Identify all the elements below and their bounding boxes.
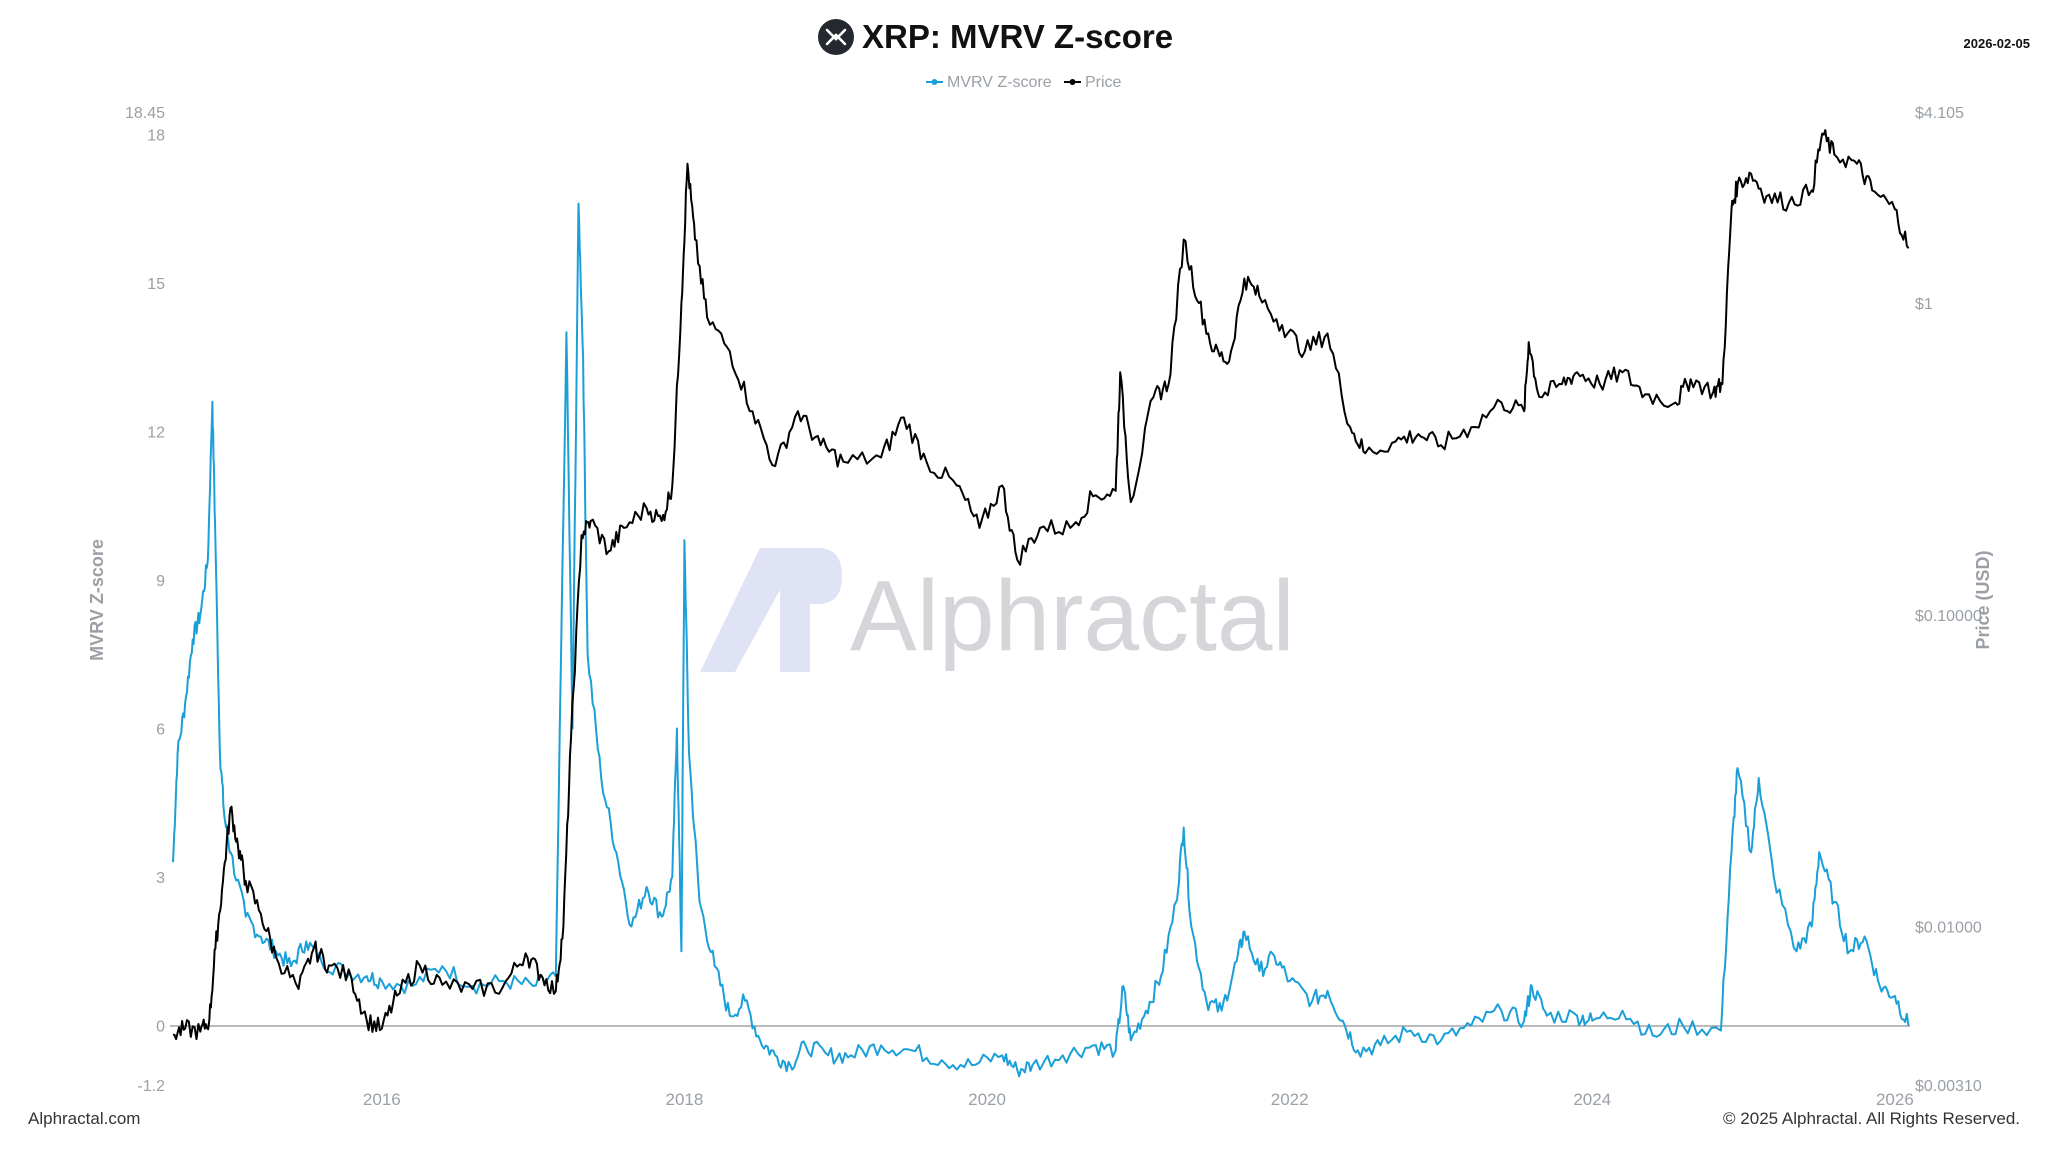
y-left-tick-label: -1.2 — [137, 1078, 165, 1095]
y-left-tick-label: 12 — [147, 424, 165, 441]
legend: MVRV Z-score Price — [926, 74, 1122, 91]
y-right-axis-title: Price (USD) — [1973, 550, 1993, 649]
y-left-tick-label: 6 — [156, 721, 165, 738]
y-right-tick-label: $4.105 — [1915, 105, 1964, 122]
x-tick-label: 2018 — [666, 1090, 704, 1109]
y-left-tick-label: 0 — [156, 1019, 165, 1036]
x-tick-label: 2024 — [1573, 1090, 1611, 1109]
legend-price-label: Price — [1085, 74, 1122, 91]
y-right-axis: $4.105 $1 $0.10000 $0.01000 $0.00310 — [1915, 105, 1982, 1095]
series-group — [172, 129, 1910, 1078]
footer-site: Alphractal.com — [28, 1109, 140, 1128]
watermark-logo-icon — [700, 548, 842, 672]
x-tick-label: 2022 — [1271, 1090, 1309, 1109]
x-tick-label: 2016 — [363, 1090, 401, 1109]
x-axis: 2016 2018 2020 2022 2024 2026 — [363, 1090, 1914, 1109]
footer-copyright: © 2025 Alphractal. All Rights Reserved. — [1723, 1109, 2020, 1128]
y-right-tick-label: $0.00310 — [1915, 1078, 1982, 1095]
y-left-tick-label: 3 — [156, 870, 165, 887]
y-left-tick-label: 15 — [147, 276, 165, 293]
legend-price-marker — [1069, 79, 1076, 85]
x-tick-label: 2020 — [968, 1090, 1006, 1109]
y-left-axis: 18.45 18 15 12 9 6 3 0 -1.2 — [125, 105, 165, 1095]
y-right-tick-label: $1 — [1915, 296, 1933, 313]
xrp-logo-icon — [818, 19, 854, 55]
legend-zscore-label: MVRV Z-score — [947, 74, 1052, 91]
series-line-mvrv-z-score — [172, 202, 1910, 1078]
y-left-axis-title: MVRV Z-score — [87, 539, 107, 661]
chart-date: 2026-02-05 — [1964, 36, 2031, 51]
y-left-tick-label: 18 — [147, 127, 165, 144]
series-line-price — [172, 129, 1910, 1041]
x-tick-label: 2026 — [1876, 1090, 1914, 1109]
y-left-tick-label: 18.45 — [125, 105, 165, 122]
watermark-text: Alphractal — [850, 560, 1295, 672]
legend-zscore-marker — [931, 79, 938, 85]
chart-title: XRP: MVRV Z-score — [862, 18, 1173, 55]
y-right-tick-label: $0.01000 — [1915, 919, 1982, 936]
watermark: Alphractal — [700, 548, 1295, 672]
y-left-tick-label: 9 — [156, 573, 165, 590]
y-right-tick-label: $0.10000 — [1915, 608, 1982, 625]
